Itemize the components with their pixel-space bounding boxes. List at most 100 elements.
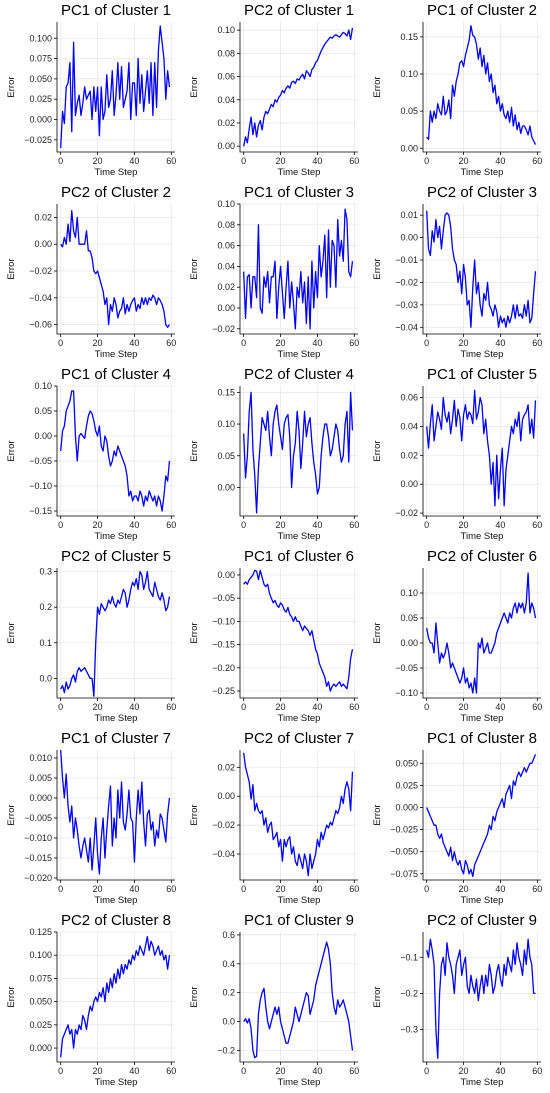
x-tick-label: 0 xyxy=(424,702,429,712)
axes-spines xyxy=(239,932,358,1063)
chart-svg-pc2-of-cluster-7: 0 20 40 60 −0.04 −0.02 0.00 0.02 PC2 of Cluster … xyxy=(189,730,359,906)
x-tick-label: 60 xyxy=(532,520,542,530)
chart-title: PC1 of Cluster 4 xyxy=(61,366,171,383)
y-tick-label: 0.000 xyxy=(29,1043,52,1053)
y-tick-label: 0.050 xyxy=(29,997,52,1007)
y-tick-label: −0.01 xyxy=(395,255,418,265)
x-tick-label: 60 xyxy=(349,884,359,894)
x-tick-label: 0 xyxy=(241,884,246,894)
series-line xyxy=(60,935,171,1058)
y-axis-label: Error xyxy=(189,258,200,279)
chart-svg-pc1-of-cluster-2: 0 20 40 60 0.00 0.05 0.10 0.15 PC1 of Cluster 2 T… xyxy=(372,2,542,178)
x-tick-label: 20 xyxy=(93,520,103,530)
y-tick-label: −0.05 xyxy=(29,456,52,466)
y-axis-label: Error xyxy=(6,440,17,461)
x-tick-label: 40 xyxy=(129,1066,139,1076)
x-tick-label: 0 xyxy=(58,702,63,712)
y-axis-label: Error xyxy=(189,440,200,461)
series-line xyxy=(426,210,537,328)
x-tick-label: 20 xyxy=(459,884,469,894)
x-axis-label: Time Step xyxy=(461,895,504,906)
x-tick-label: 0 xyxy=(424,884,429,894)
x-tick-label: 40 xyxy=(129,702,139,712)
y-tick-label: −0.1 xyxy=(400,952,418,962)
axes-spines xyxy=(239,204,358,335)
y-tick-label: 0.05 xyxy=(34,406,52,416)
y-tick-label: 0.2 xyxy=(39,602,52,612)
y-axis-label: Error xyxy=(372,804,383,825)
x-tick-label: 40 xyxy=(312,338,322,348)
x-tick-label: 60 xyxy=(349,156,359,166)
y-tick-label: 0.00 xyxy=(217,482,235,492)
y-tick-label: 0.08 xyxy=(217,48,235,58)
chart-svg-pc2-of-cluster-8: 0 20 40 60 0.000 0.025 0.050 0.075 0.100 0.125 PC2… xyxy=(6,912,176,1088)
series-line xyxy=(243,391,354,514)
chart-title: PC2 of Cluster 3 xyxy=(427,184,537,201)
y-tick-label: 0.15 xyxy=(217,387,235,397)
x-tick-label: 40 xyxy=(129,338,139,348)
x-tick-label: 60 xyxy=(166,156,176,166)
x-tick-label: 40 xyxy=(495,156,505,166)
chart-svg-pc2-of-cluster-4: 0 20 40 60 0.00 0.05 0.10 0.15 PC2 of Cluster 4 T… xyxy=(189,366,359,542)
y-tick-label: −0.025 xyxy=(390,825,418,835)
chart-panel-pc2-of-cluster-7: 0 20 40 60 −0.04 −0.02 0.00 0.02 PC2 of Cluster … xyxy=(183,728,366,910)
y-tick-label: −0.02 xyxy=(212,324,235,334)
y-tick-label: 0.4 xyxy=(222,959,235,969)
chart-svg-pc1-of-cluster-5: 0 20 40 60 −0.02 0.00 0.02 0.04 0.06 PC1 of Clust… xyxy=(372,366,542,542)
x-tick-label: 60 xyxy=(349,1066,359,1076)
y-tick-label: 0.6 xyxy=(222,930,235,940)
series-line xyxy=(243,208,354,330)
y-tick-label: 0.00 xyxy=(400,479,418,489)
y-tick-label: 0.000 xyxy=(395,802,418,812)
y-tick-label: −0.04 xyxy=(212,849,235,859)
series-line xyxy=(60,570,171,697)
x-tick-label: 20 xyxy=(459,702,469,712)
chart-title: PC2 of Cluster 1 xyxy=(244,2,354,19)
chart-panel-pc1-of-cluster-6: 0 20 40 60 −0.25 −0.20 −0.15 −0.10 −0.05 0.00 PC1 … xyxy=(183,546,366,728)
y-tick-label: 0.00 xyxy=(34,431,52,441)
axes-spines xyxy=(422,386,541,517)
x-tick-label: 20 xyxy=(93,884,103,894)
y-axis-label: Error xyxy=(189,622,200,643)
chart-svg-pc1-of-cluster-4: 0 20 40 60 −0.15 −0.10 −0.05 0.00 0.05 0.10 PC1 of… xyxy=(6,366,176,542)
chart-svg-pc1-of-cluster-6: 0 20 40 60 −0.25 −0.20 −0.15 −0.10 −0.05 0.00 PC1 … xyxy=(189,548,359,724)
x-tick-label: 40 xyxy=(312,1066,322,1076)
x-tick-label: 20 xyxy=(459,1066,469,1076)
y-tick-label: 0.025 xyxy=(395,780,418,790)
x-axis-label: Time Step xyxy=(278,713,321,724)
y-tick-label: 0.02 xyxy=(400,450,418,460)
chart-panel-pc1-of-cluster-8: 0 20 40 60 −0.075 −0.050 −0.025 0.000 0.025 0.050… xyxy=(366,728,549,910)
y-tick-label: 0.3 xyxy=(39,567,52,577)
x-tick-label: 40 xyxy=(129,156,139,166)
x-tick-label: 0 xyxy=(424,520,429,530)
x-tick-label: 20 xyxy=(93,702,103,712)
x-tick-label: 0 xyxy=(58,1066,63,1076)
chart-title: PC1 of Cluster 7 xyxy=(61,730,171,747)
x-axis-label: Time Step xyxy=(278,895,321,906)
y-tick-label: 0.06 xyxy=(217,72,235,82)
chart-title: PC2 of Cluster 7 xyxy=(244,730,354,747)
y-tick-label: 0.05 xyxy=(400,106,418,116)
y-tick-label: −0.02 xyxy=(29,266,52,276)
series-line xyxy=(243,941,354,1059)
x-tick-label: 40 xyxy=(312,702,322,712)
y-tick-label: 0.025 xyxy=(29,94,52,104)
x-tick-label: 60 xyxy=(166,702,176,712)
chart-panel-pc2-of-cluster-6: 0 20 40 60 −0.10 −0.05 0.00 0.05 0.10 PC2 of Clus… xyxy=(366,546,549,728)
series-line xyxy=(426,572,537,694)
y-tick-label: −0.03 xyxy=(395,300,418,310)
x-tick-label: 60 xyxy=(349,338,359,348)
x-tick-label: 60 xyxy=(349,520,359,530)
chart-panel-pc2-of-cluster-4: 0 20 40 60 0.00 0.05 0.10 0.15 PC2 of Cluster 4 T… xyxy=(183,364,366,546)
x-tick-label: 40 xyxy=(312,156,322,166)
chart-panel-pc2-of-cluster-8: 0 20 40 60 0.000 0.025 0.050 0.075 0.100 0.125 PC2… xyxy=(0,910,183,1092)
chart-title: PC2 of Cluster 2 xyxy=(61,184,171,201)
y-tick-label: −0.02 xyxy=(395,508,418,518)
series-line xyxy=(60,390,171,512)
chart-svg-pc2-of-cluster-1: 0 20 40 60 0.00 0.02 0.04 0.06 0.08 0.10 PC2 of Cl… xyxy=(189,2,359,178)
y-tick-label: 0.100 xyxy=(29,33,52,43)
y-tick-label: −0.04 xyxy=(29,293,52,303)
y-axis-label: Error xyxy=(372,258,383,279)
chart-panel-pc2-of-cluster-5: 0 20 40 60 0.0 0.1 0.2 0.3 PC2 of Cluster 5 Time … xyxy=(0,546,183,728)
y-tick-label: 0.10 xyxy=(217,25,235,35)
